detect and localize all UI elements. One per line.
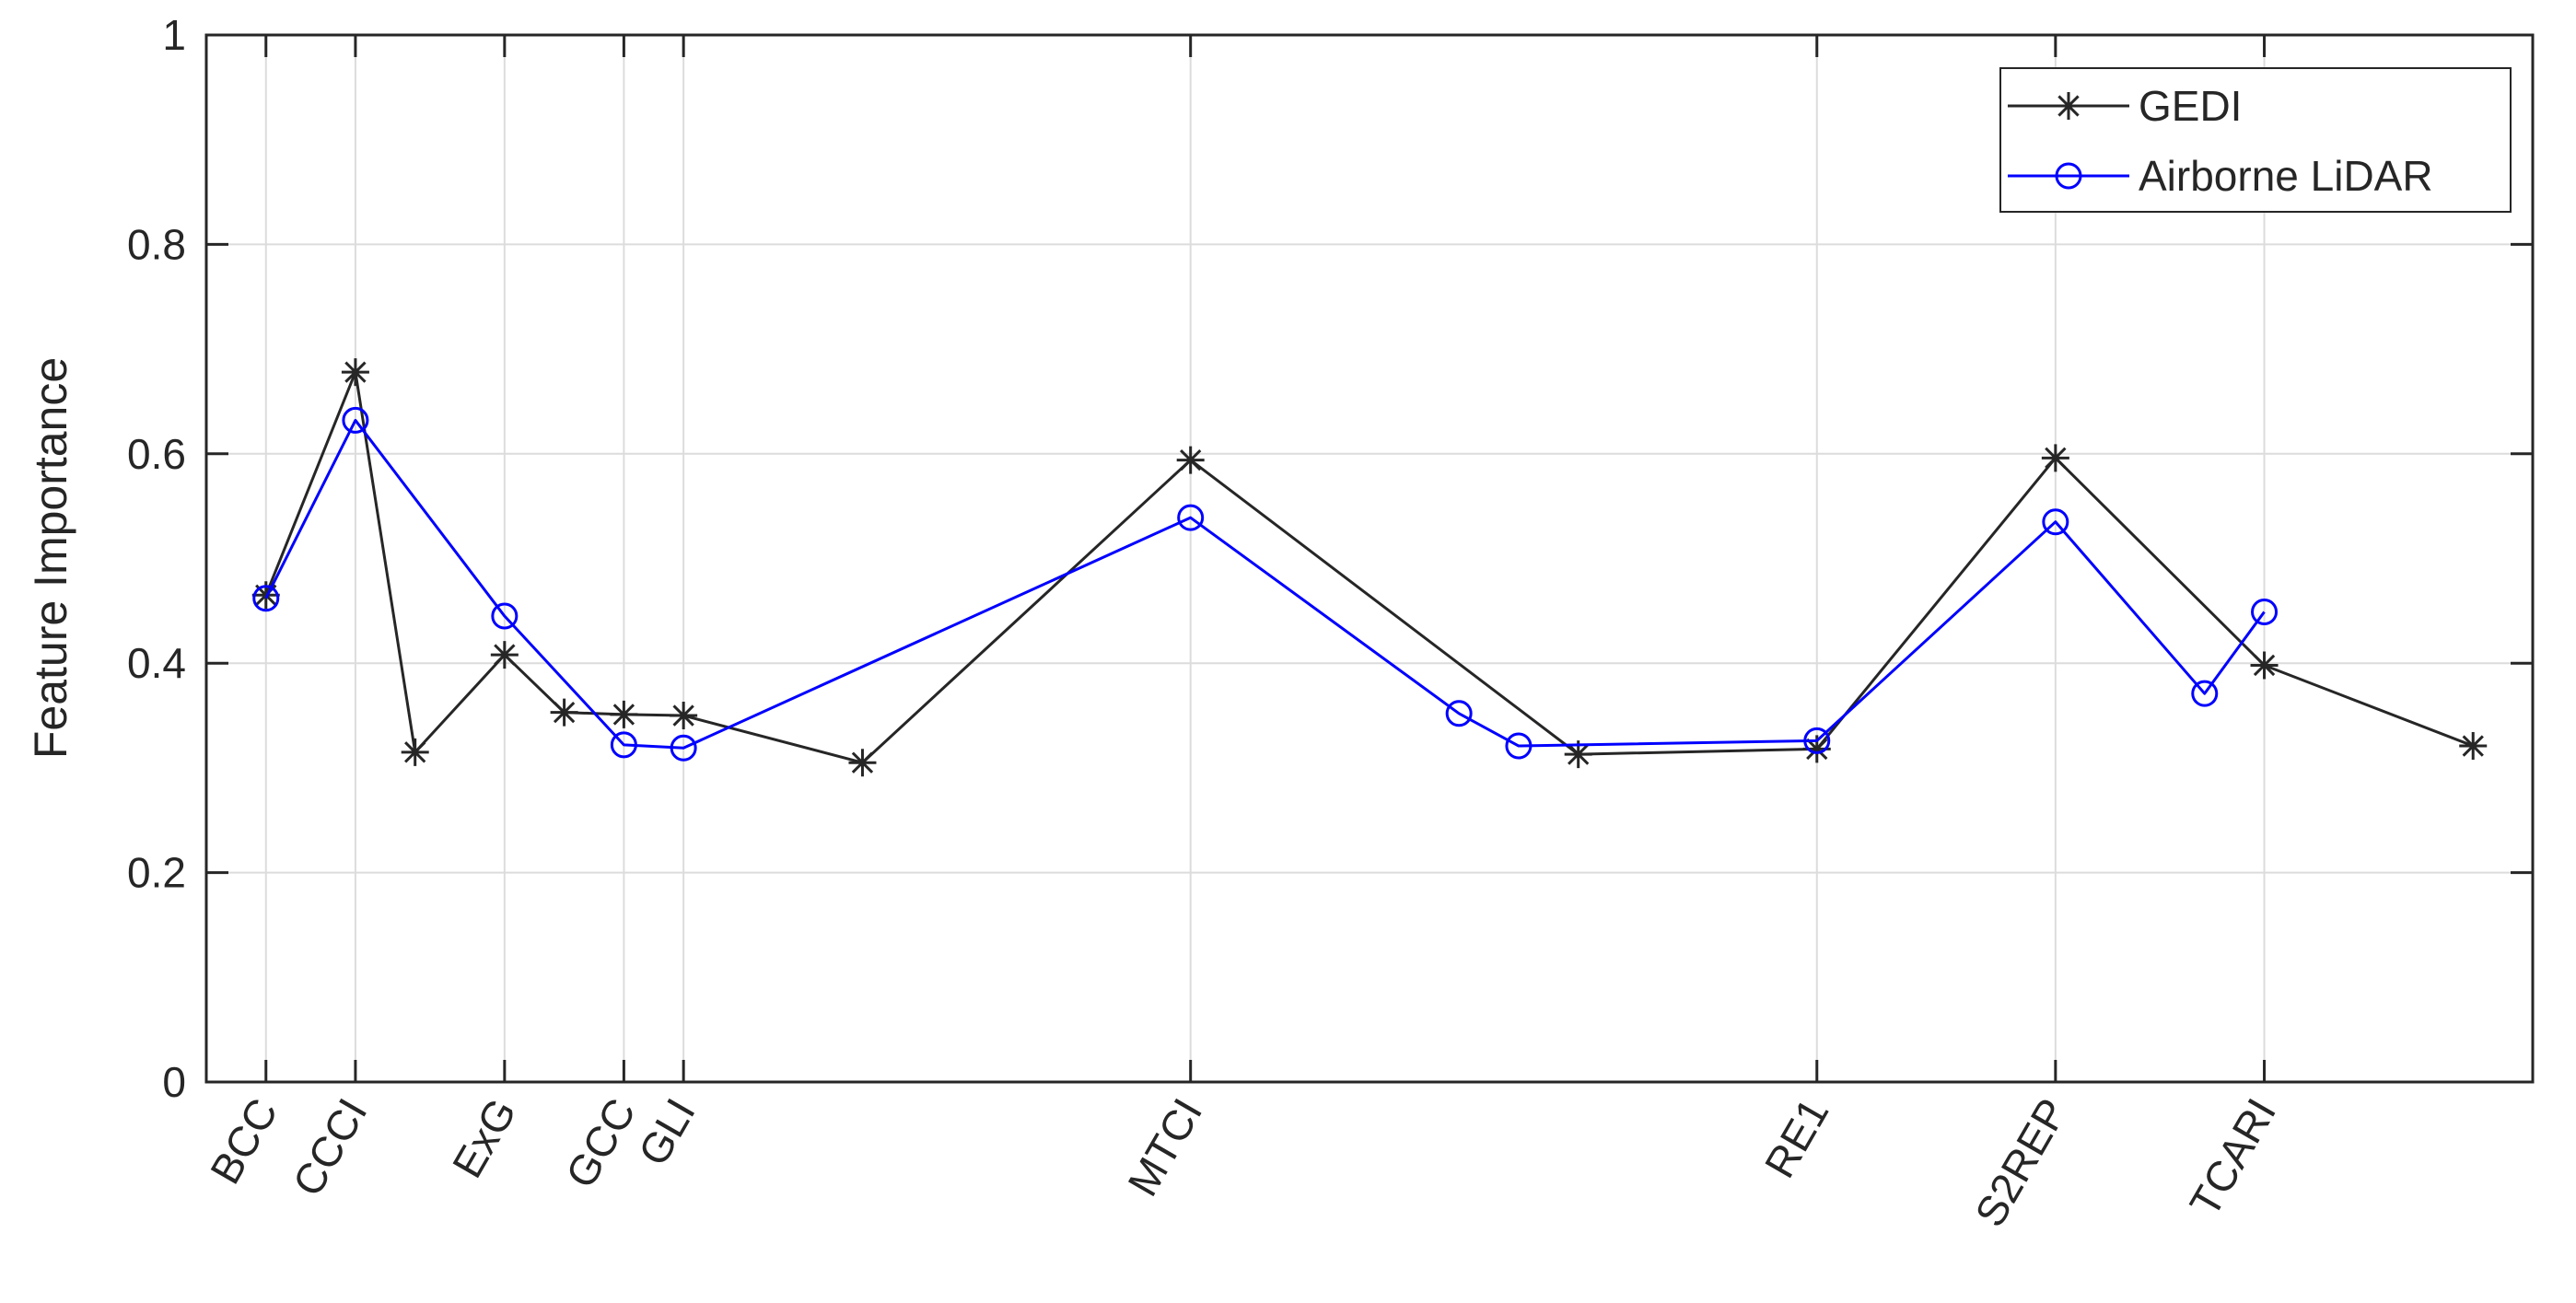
legend-label-airborne-lidar: Airborne LiDAR — [2139, 152, 2433, 200]
data-point-airborne-lidar — [2191, 680, 2219, 707]
legend-marker-airborne-lidar — [2055, 162, 2082, 190]
data-point-gedi — [550, 698, 578, 727]
data-point-airborne-lidar — [491, 602, 519, 630]
data-point-gedi — [251, 581, 280, 610]
data-point-gedi — [1802, 735, 1831, 763]
data-point-gedi — [401, 738, 429, 766]
data-point-airborne-lidar — [670, 734, 697, 762]
y-axis-title: Feature Importance — [25, 357, 76, 759]
data-point-airborne-lidar — [2042, 508, 2069, 536]
x-tick-label-tcari: TCARI — [2180, 1090, 2285, 1225]
data-point-airborne-lidar — [342, 406, 369, 434]
legend-label-gedi: GEDI — [2139, 82, 2242, 130]
data-point-gedi — [1176, 446, 1205, 474]
x-tick-label-exg: ExG — [443, 1090, 526, 1185]
x-tick-label-re1: RE1 — [1755, 1090, 1838, 1185]
legend: GEDI Airborne LiDAR — [1999, 67, 2512, 213]
x-tick-label-s2rep: S2REP — [1965, 1090, 2076, 1235]
data-point-gedi — [490, 641, 519, 669]
plot-frame — [204, 33, 2535, 1084]
y-tick-label: 0.6 — [127, 430, 186, 478]
data-point-airborne-lidar — [610, 731, 637, 759]
y-tick-labels: 0 0.2 0.4 0.6 0.8 1 — [127, 11, 186, 1106]
series-line-gedi — [264, 370, 2474, 764]
y-tick-label: 0.4 — [127, 639, 186, 687]
legend-asterisk-icon — [2055, 92, 2082, 120]
y-tick-label: 1 — [162, 11, 186, 59]
x-tick-label-gli: GLI — [629, 1090, 705, 1173]
y-tick-label: 0 — [162, 1058, 186, 1106]
data-point-gedi — [2459, 732, 2488, 761]
series-line-airborne-lidar — [264, 418, 2266, 750]
x-tick-label-bcc: BCC — [201, 1090, 287, 1192]
data-point-airborne-lidar — [2251, 598, 2279, 625]
data-point-airborne-lidar — [1803, 727, 1831, 754]
x-tick-label-mtci: MTCI — [1118, 1090, 1211, 1204]
grid-lines — [206, 35, 2533, 1082]
data-point-airborne-lidar — [1177, 504, 1205, 531]
data-point-airborne-lidar — [252, 585, 280, 612]
data-point-gedi — [2041, 444, 2069, 472]
data-point-gedi — [610, 700, 638, 728]
data-point-gedi — [848, 749, 877, 777]
series-layer — [251, 358, 2488, 777]
legend-box — [1999, 67, 2512, 213]
axis-ticks — [206, 33, 2533, 1084]
legend-marker-gedi — [2055, 92, 2082, 120]
data-point-gedi — [670, 702, 698, 730]
legend-circle-icon — [2055, 162, 2082, 190]
data-point-airborne-lidar — [1445, 700, 1473, 727]
data-point-gedi — [1564, 740, 1592, 769]
y-tick-label: 0.8 — [127, 220, 186, 268]
data-point-gedi — [2250, 651, 2279, 680]
data-point-gedi — [341, 358, 369, 387]
data-point-airborne-lidar — [1505, 732, 1533, 760]
y-tick-label: 0.2 — [127, 849, 186, 897]
x-tick-label-ccci: CCCI — [283, 1090, 376, 1204]
